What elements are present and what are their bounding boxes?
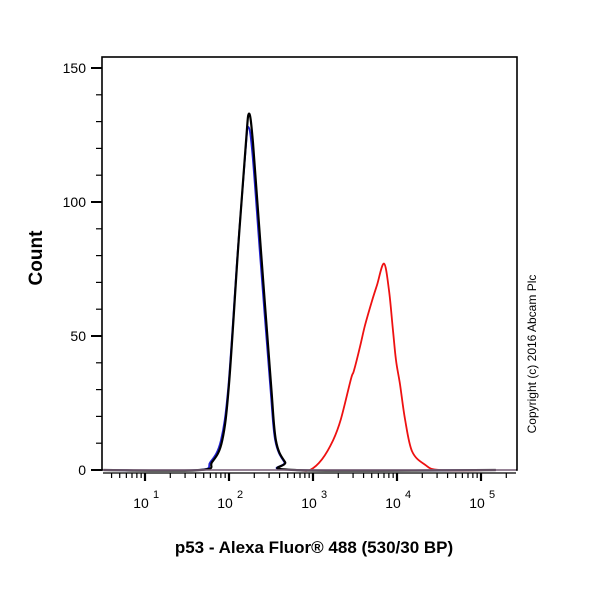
- curve-blue-control: [103, 126, 496, 472]
- x-tick-label: 10: [469, 495, 485, 511]
- x-tick-exponent: 2: [237, 489, 243, 501]
- histogram-curves: [103, 112, 496, 472]
- x-tick-exponent: 3: [321, 489, 327, 501]
- x-tick-label: 10: [385, 495, 401, 511]
- copyright-annotation: Copyright (c) 2016 Abcam Plc: [525, 275, 539, 434]
- y-tick-label: 0: [78, 462, 86, 478]
- x-axis-title: p53 - Alexa Fluor® 488 (530/30 BP): [175, 538, 453, 557]
- curve-red-p53: [299, 262, 496, 472]
- curve-black-control: [103, 112, 496, 472]
- y-tick-label: 100: [63, 194, 87, 210]
- x-tick-label: 10: [301, 495, 317, 511]
- y-axis: 0 50 100 150: [63, 60, 102, 478]
- y-tick-label: 150: [63, 60, 87, 76]
- y-tick-label: 50: [70, 328, 86, 344]
- x-tick-label: 10: [133, 495, 149, 511]
- x-tick-exponent: 5: [489, 489, 495, 501]
- y-axis-title: Count: [26, 230, 47, 286]
- x-tick-exponent: 4: [405, 489, 411, 501]
- x-tick-label: 10: [217, 495, 233, 511]
- x-tick-exponent: 1: [153, 489, 159, 501]
- x-axis: 10 1 10 2 10 3 10 4 10 5: [103, 472, 516, 511]
- plot-frame: [101, 56, 518, 471]
